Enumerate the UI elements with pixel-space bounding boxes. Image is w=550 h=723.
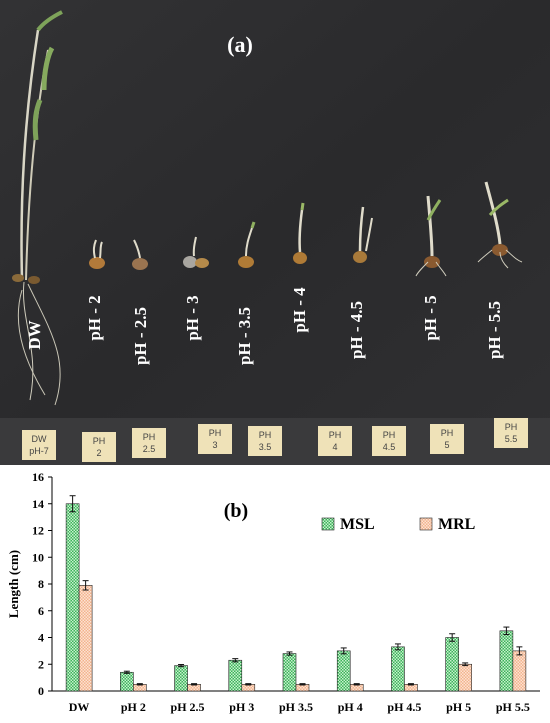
ph55-seedling (477, 181, 523, 269)
x-tick-label: pH 2.5 (171, 700, 205, 714)
x-tick-label: pH 5 (446, 700, 471, 714)
tag: PH 3.5 (248, 426, 282, 456)
msl-bar (65, 503, 80, 692)
y-tick-label: 0 (38, 684, 44, 698)
tag-line-1: PH (441, 428, 454, 438)
tag: PH 2.5 (132, 428, 166, 458)
tag-line-1: PH (209, 428, 222, 438)
y-tick-label: 16 (32, 470, 44, 484)
photo-panel-label: (a) (227, 32, 253, 57)
ph25-seedling (132, 239, 148, 270)
seedling-label: pH - 2.5 (131, 307, 150, 365)
tag-line-1: PH (143, 432, 156, 442)
msl-bar (228, 659, 243, 692)
legend-swatch (419, 517, 433, 531)
tag: PH 5 (430, 424, 464, 454)
x-tick-label: pH 5.5 (496, 700, 530, 714)
tag-line-1: PH (259, 430, 272, 440)
seedling-label: pH - 3 (183, 295, 202, 340)
msl-bar (391, 646, 405, 692)
legend-label: MRL (438, 516, 475, 533)
tag-line-1: DW (32, 434, 47, 444)
y-tick-label: 14 (32, 497, 44, 511)
tag: PH 2 (82, 432, 116, 462)
y-tick-label: 12 (32, 524, 44, 538)
tag-line-1: PH (329, 430, 342, 440)
ph45-seedling (353, 206, 373, 263)
seedling-label: pH - 3.5 (235, 307, 254, 365)
tag-line-2: 2.5 (143, 444, 156, 454)
tag: PH 4.5 (372, 426, 406, 456)
y-tick-label: 4 (38, 631, 44, 645)
ph5-seedling (415, 195, 447, 277)
seedling-label: pH - 4.5 (347, 301, 366, 359)
legend-swatch (321, 517, 335, 531)
ph3-seedling (183, 236, 209, 268)
tag: PH 4 (318, 426, 352, 456)
tag-line-1: PH (383, 430, 396, 440)
x-tick-label: pH 3 (229, 700, 254, 714)
ph4-seedling (293, 202, 307, 264)
seedling-labels: DW pH - 2 pH - 2.5 pH - 3 pH - 3.5 pH - 4 pH -… (25, 287, 504, 365)
y-axis-label: Length (cm) (6, 550, 21, 618)
msl-bar (445, 637, 459, 692)
msl-bar (120, 671, 134, 692)
mrl-bar (458, 663, 472, 692)
msl-bar (499, 630, 514, 692)
y-tick-label: 8 (38, 577, 44, 591)
tag-line-2: 5.5 (505, 434, 518, 444)
tag: PH 3 (198, 424, 232, 454)
seedling-label: pH - 2 (85, 295, 104, 340)
tags: DW pH-7 PH 2 PH 2.5 PH 3 PH 3.5 PH 4 PH 4.5 PH 5 PH 5.5 (22, 418, 528, 462)
x-tick-label: pH 2 (121, 700, 146, 714)
tag-line-2: 4.5 (383, 442, 396, 452)
seedling-label: pH - 5.5 (485, 301, 504, 359)
ph35-seedling (238, 221, 256, 268)
msl-bar (336, 650, 351, 692)
tag-line-2: 4 (332, 442, 337, 452)
y-tick-label: 2 (38, 657, 44, 671)
seedling-label: DW (25, 320, 44, 349)
ph2-seedling (89, 239, 105, 269)
x-tick-label: pH 3.5 (279, 700, 313, 714)
plot-area: 0 2 4 6 8 10 12 14 16 Length (cm) (b) DW pH 2 pH 2.5 p… (6, 470, 540, 714)
chart-panel-label: (b) (224, 500, 248, 522)
msl-bar (174, 665, 188, 692)
legend-label: MSL (340, 516, 375, 533)
photo-background (0, 0, 550, 465)
x-tick-label: pH 4.5 (387, 700, 421, 714)
mrl-bar (512, 650, 527, 692)
tag-line-1: PH (93, 436, 106, 446)
seedling-label: pH - 5 (421, 295, 440, 340)
tag: PH 5.5 (494, 418, 528, 448)
msl-bar (282, 653, 297, 692)
tag-line-1: PH (505, 422, 518, 432)
y-tick-label: 6 (38, 604, 44, 618)
dw-seedling (12, 10, 63, 406)
tag-line-2: 3 (212, 440, 217, 450)
x-tick-label: DW (69, 700, 90, 714)
tag-line-2: 2 (96, 448, 101, 458)
tag-line-2: 5 (444, 440, 449, 450)
x-tick-label: pH 4 (338, 700, 363, 714)
length-chart: 0 2 4 6 8 10 12 14 16 Length (cm) (b) DW pH 2 pH 2.5 p… (6, 470, 540, 714)
y-tick-label: 10 (32, 550, 44, 564)
seedling-photo: (a) DW pH - 2 pH - 2.5 pH - 3 pH - 3.5 pH - 4… (0, 0, 550, 465)
mrl-bar (78, 585, 93, 692)
tag-line-2: 3.5 (259, 442, 272, 452)
legend: MSL MRL (321, 516, 475, 533)
tag: DW pH-7 (22, 430, 56, 460)
seedling-label: pH - 4 (290, 287, 309, 333)
tag-line-2: pH-7 (29, 446, 49, 456)
